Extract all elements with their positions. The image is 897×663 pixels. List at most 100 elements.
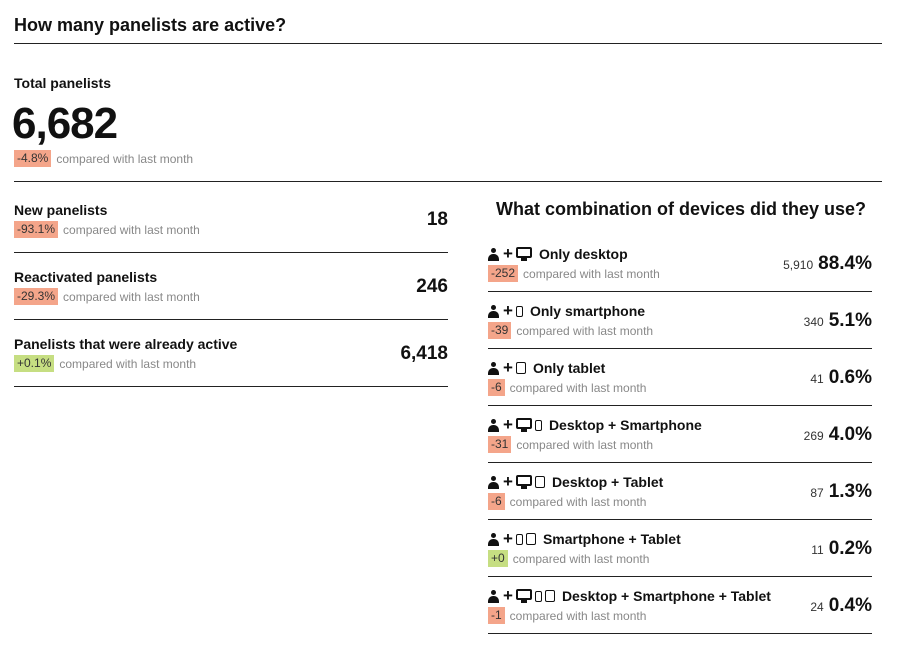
device-row: + Desktop + Smartphone + Tablet -1 compared… (488, 577, 872, 634)
device-combination-name: Desktop + Tablet (551, 474, 664, 490)
section-divider (14, 181, 882, 182)
device-percentage: 0.4% (828, 595, 872, 616)
device-combination-name: Only smartphone (529, 303, 646, 319)
person-icon (488, 361, 499, 375)
device-icons: + (488, 245, 535, 262)
plus-icon: + (503, 529, 513, 548)
compare-text: compared with last month (509, 608, 647, 623)
delta-badge: +0 (488, 550, 508, 567)
panelist-row: New panelists -93.1% compared with last mo… (14, 186, 448, 253)
delta-badge: -6 (488, 493, 505, 510)
device-row-delta: +0 compared with last month (488, 550, 649, 567)
panelist-row-value: 246 (416, 276, 448, 297)
device-row-values: 269 4.0% (804, 424, 872, 446)
tablet-icon (544, 590, 555, 602)
panelist-row: Panelists that were already active +0.1% c… (14, 320, 448, 387)
desktop-icon (515, 475, 532, 489)
smartphone-icon (515, 305, 523, 317)
panelist-row-delta: -93.1% compared with last month (14, 221, 200, 238)
device-row-delta: -252 compared with last month (488, 265, 660, 282)
device-combination-name: Smartphone + Tablet (542, 531, 681, 547)
device-row-delta: -1 compared with last month (488, 607, 646, 624)
desktop-icon (515, 589, 532, 603)
device-combination-name: Only tablet (532, 360, 606, 376)
delta-badge: -29.3% (14, 288, 59, 305)
compare-text: compared with last month (509, 494, 647, 509)
compare-text: compared with last month (512, 551, 650, 566)
smartphone-icon (515, 533, 523, 545)
panelist-row-delta: +0.1% compared with last month (14, 355, 196, 372)
panelist-row-delta: -29.3% compared with last month (14, 288, 200, 305)
plus-icon: + (503, 415, 513, 434)
device-icons: + (488, 472, 548, 491)
panelist-row-label: Panelists that were already active (14, 336, 238, 352)
device-row-values: 5,910 88.4% (783, 253, 872, 275)
panelist-breakdown-list: New panelists -93.1% compared with last mo… (14, 186, 448, 387)
smartphone-icon (534, 590, 542, 602)
device-percentage: 0.2% (828, 538, 872, 559)
compare-text: compared with last month (516, 437, 654, 452)
delta-badge: -252 (488, 265, 519, 282)
device-percentage: 5.1% (828, 310, 872, 331)
device-row: + Only desktop -252 compared with last mont… (488, 235, 872, 292)
device-combination-list: + Only desktop -252 compared with last mont… (488, 235, 872, 634)
devices-title: What combination of devices did they use… (496, 199, 867, 219)
device-row-header: + Only desktop (488, 245, 628, 263)
person-icon (488, 418, 499, 432)
device-row-values: 340 5.1% (804, 310, 872, 332)
device-icons: + (488, 301, 526, 320)
device-row-header: + Desktop + Smartphone (488, 416, 702, 434)
panelist-row-value: 6,418 (400, 343, 448, 364)
title-divider (14, 43, 882, 44)
desktop-icon (515, 247, 532, 261)
compare-text: compared with last month (59, 356, 197, 371)
tablet-icon (525, 533, 536, 545)
person-icon (488, 475, 499, 489)
device-combination-name: Only desktop (538, 246, 628, 262)
delta-badge: -1 (488, 607, 505, 624)
device-count: 5,910 (783, 258, 814, 272)
device-row-values: 41 0.6% (810, 367, 872, 389)
plus-icon: + (503, 301, 513, 320)
delta-badge: -93.1% (14, 221, 59, 238)
device-icons: + (488, 358, 529, 377)
device-percentage: 88.4% (818, 253, 872, 274)
person-icon (488, 304, 499, 318)
person-icon (488, 247, 499, 261)
device-row-delta: -39 compared with last month (488, 322, 653, 339)
compare-text: compared with last month (63, 289, 200, 304)
device-icons: + (488, 415, 545, 434)
person-icon (488, 589, 499, 603)
device-count: 340 (803, 315, 824, 329)
device-icons: + (488, 529, 539, 548)
delta-badge: +0.1% (14, 355, 55, 372)
device-row-delta: -31 compared with last month (488, 436, 653, 453)
plus-icon: + (503, 586, 513, 605)
device-count: 24 (810, 600, 824, 614)
device-percentage: 4.0% (828, 424, 872, 445)
device-row-header: + Only tablet (488, 359, 605, 377)
plus-icon: + (503, 358, 513, 377)
device-row-header: + Only smartphone (488, 302, 645, 320)
panelist-row-label: New panelists (14, 202, 108, 218)
total-panelists-value: 6,682 (12, 99, 118, 148)
compare-text: compared with last month (63, 222, 200, 237)
compare-text: compared with last month (516, 323, 654, 338)
tablet-icon (515, 362, 526, 374)
device-row-header: + Smartphone + Tablet (488, 530, 681, 548)
total-compare-text: compared with last month (56, 151, 194, 166)
plus-icon: + (503, 472, 513, 491)
device-row: + Desktop + Smartphone -31 compared with la… (488, 406, 872, 463)
device-row: + Only smartphone -39 compared with last mo… (488, 292, 872, 349)
person-icon (488, 532, 499, 546)
device-row: + Smartphone + Tablet +0 compared with last… (488, 520, 872, 577)
panelist-row-label: Reactivated panelists (14, 269, 158, 285)
total-panelists-label: Total panelists (14, 75, 111, 91)
device-icons: + (488, 586, 558, 605)
device-count: 41 (810, 372, 824, 386)
device-percentage: 0.6% (828, 367, 872, 388)
device-row-header: + Desktop + Tablet (488, 473, 663, 491)
device-count: 87 (810, 486, 824, 500)
device-row: + Desktop + Tablet -6 compared with last mo… (488, 463, 872, 520)
smartphone-icon (534, 419, 542, 431)
